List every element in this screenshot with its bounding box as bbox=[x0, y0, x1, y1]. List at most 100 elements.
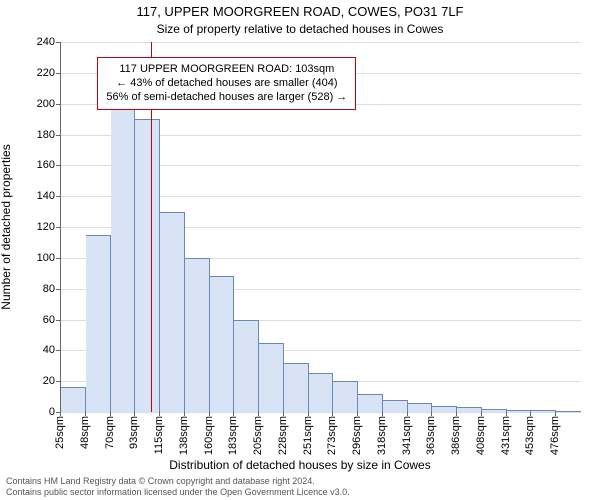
y-tick-label: 160 bbox=[5, 159, 55, 171]
chart-title: 117, UPPER MOORGREEN ROAD, COWES, PO31 7… bbox=[0, 4, 600, 19]
x-tick-label: 115sqm bbox=[153, 416, 165, 454]
histogram-bar bbox=[185, 258, 210, 412]
x-tick-mark bbox=[530, 412, 531, 416]
x-tick-mark bbox=[357, 412, 358, 416]
histogram-bar bbox=[135, 119, 160, 412]
x-tick-label: 408sqm bbox=[475, 416, 487, 455]
gridline bbox=[61, 412, 581, 413]
x-tick-mark bbox=[110, 412, 111, 416]
x-tick-label: 363sqm bbox=[425, 416, 437, 455]
x-tick-label: 93sqm bbox=[128, 416, 140, 449]
x-tick-mark bbox=[382, 412, 383, 416]
x-tick-label: 70sqm bbox=[104, 416, 116, 449]
histogram-bar bbox=[333, 381, 358, 412]
x-tick-label: 183sqm bbox=[227, 416, 239, 455]
x-tick-mark bbox=[456, 412, 457, 416]
y-tick-label: 240 bbox=[5, 36, 55, 48]
x-tick-mark bbox=[184, 412, 185, 416]
x-tick-mark bbox=[308, 412, 309, 416]
y-tick-mark bbox=[56, 381, 60, 382]
histogram-bar bbox=[531, 410, 556, 412]
gridline bbox=[61, 42, 581, 43]
y-tick-label: 120 bbox=[5, 221, 55, 233]
x-tick-mark bbox=[283, 412, 284, 416]
x-tick-mark bbox=[506, 412, 507, 416]
histogram-bar bbox=[309, 373, 334, 412]
histogram-bar bbox=[507, 410, 532, 412]
x-tick-label: 205sqm bbox=[252, 416, 264, 455]
chart-container: 117, UPPER MOORGREEN ROAD, COWES, PO31 7… bbox=[0, 0, 600, 500]
x-tick-label: 476sqm bbox=[549, 416, 561, 455]
plot-area: 117 UPPER MOORGREEN ROAD: 103sqm← 43% of… bbox=[60, 42, 581, 413]
y-tick-mark bbox=[56, 73, 60, 74]
x-tick-label: 228sqm bbox=[277, 416, 289, 455]
histogram-bar bbox=[408, 403, 433, 412]
x-tick-mark bbox=[159, 412, 160, 416]
x-tick-mark bbox=[85, 412, 86, 416]
attribution-text: Contains HM Land Registry data © Crown c… bbox=[6, 476, 350, 498]
histogram-bar bbox=[160, 212, 185, 412]
x-tick-label: 341sqm bbox=[401, 416, 413, 455]
y-tick-mark bbox=[56, 227, 60, 228]
y-tick-label: 60 bbox=[5, 314, 55, 326]
y-tick-label: 20 bbox=[5, 375, 55, 387]
y-tick-mark bbox=[56, 135, 60, 136]
attribution-line1: Contains HM Land Registry data © Crown c… bbox=[6, 476, 350, 487]
x-tick-label: 160sqm bbox=[203, 416, 215, 455]
y-tick-label: 180 bbox=[5, 129, 55, 141]
x-tick-mark bbox=[209, 412, 210, 416]
histogram-bar bbox=[432, 406, 457, 412]
annotation-line: 56% of semi-detached houses are larger (… bbox=[106, 90, 347, 104]
x-axis-label: Distribution of detached houses by size … bbox=[0, 458, 600, 472]
y-tick-label: 200 bbox=[5, 98, 55, 110]
y-tick-mark bbox=[56, 165, 60, 166]
annotation-line: ← 43% of detached houses are smaller (40… bbox=[106, 76, 347, 90]
x-tick-mark bbox=[60, 412, 61, 416]
x-tick-mark bbox=[233, 412, 234, 416]
y-tick-label: 140 bbox=[5, 190, 55, 202]
histogram-bar bbox=[284, 363, 309, 412]
x-tick-label: 138sqm bbox=[178, 416, 190, 455]
x-tick-label: 251sqm bbox=[302, 416, 314, 455]
chart-subtitle: Size of property relative to detached ho… bbox=[0, 22, 600, 36]
x-tick-mark bbox=[431, 412, 432, 416]
annotation-line: 117 UPPER MOORGREEN ROAD: 103sqm bbox=[106, 62, 347, 76]
y-tick-mark bbox=[56, 104, 60, 105]
x-tick-label: 48sqm bbox=[79, 416, 91, 449]
histogram-bar bbox=[86, 235, 111, 412]
y-tick-mark bbox=[56, 320, 60, 321]
histogram-bar bbox=[259, 343, 284, 412]
y-tick-label: 0 bbox=[5, 406, 55, 418]
histogram-bar bbox=[61, 387, 86, 412]
x-tick-mark bbox=[134, 412, 135, 416]
x-tick-label: 318sqm bbox=[376, 416, 388, 455]
annotation-box: 117 UPPER MOORGREEN ROAD: 103sqm← 43% of… bbox=[97, 57, 356, 110]
y-tick-label: 80 bbox=[5, 283, 55, 295]
x-tick-label: 273sqm bbox=[326, 416, 338, 455]
x-tick-label: 296sqm bbox=[351, 416, 363, 455]
y-tick-label: 100 bbox=[5, 252, 55, 264]
y-tick-label: 40 bbox=[5, 344, 55, 356]
y-tick-mark bbox=[56, 289, 60, 290]
y-tick-mark bbox=[56, 258, 60, 259]
histogram-bar bbox=[482, 409, 507, 412]
histogram-bar bbox=[234, 320, 259, 413]
histogram-bar bbox=[358, 394, 383, 413]
y-tick-label: 220 bbox=[5, 67, 55, 79]
x-tick-label: 431sqm bbox=[500, 416, 512, 455]
histogram-bar bbox=[383, 400, 408, 412]
histogram-bar bbox=[556, 411, 581, 412]
histogram-bar bbox=[457, 407, 482, 412]
x-tick-mark bbox=[258, 412, 259, 416]
y-tick-mark bbox=[56, 350, 60, 351]
attribution-line2: Contains public sector information licen… bbox=[6, 487, 350, 498]
histogram-bar bbox=[111, 104, 136, 412]
x-tick-label: 453sqm bbox=[524, 416, 536, 455]
y-tick-mark bbox=[56, 42, 60, 43]
histogram-bar bbox=[210, 276, 235, 412]
y-tick-mark bbox=[56, 196, 60, 197]
x-tick-label: 386sqm bbox=[450, 416, 462, 455]
x-tick-mark bbox=[481, 412, 482, 416]
x-tick-mark bbox=[407, 412, 408, 416]
x-tick-mark bbox=[555, 412, 556, 416]
